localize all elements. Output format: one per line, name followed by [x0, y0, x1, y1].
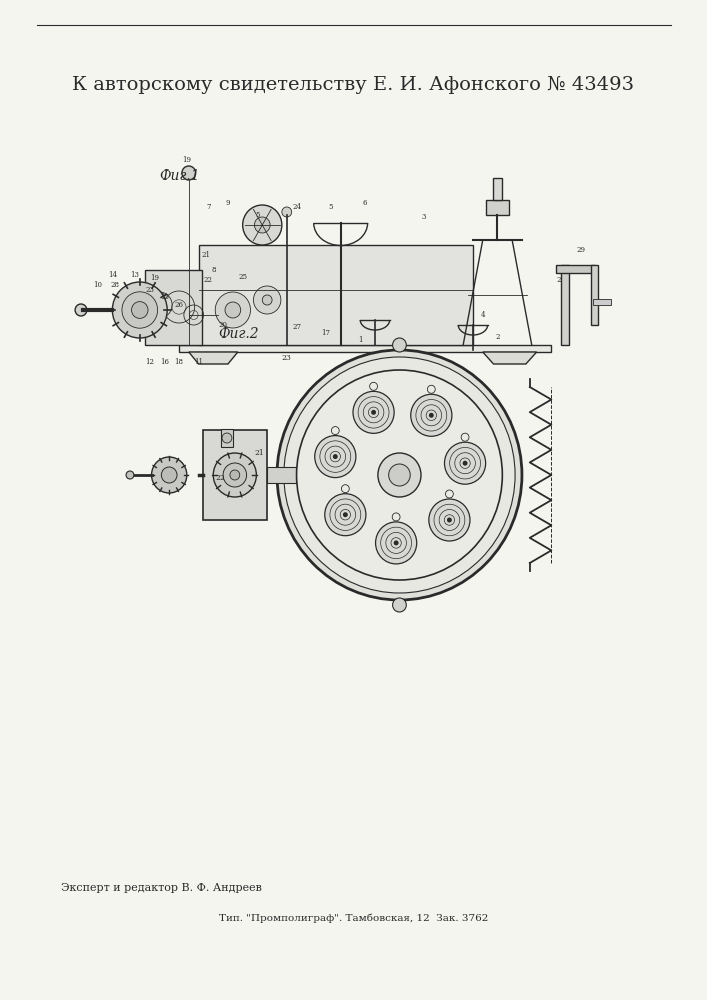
Circle shape	[230, 470, 240, 480]
Text: 22: 22	[204, 276, 213, 284]
Text: Фиг.2: Фиг.2	[218, 327, 259, 341]
Text: 14: 14	[108, 271, 117, 279]
Circle shape	[262, 295, 272, 305]
FancyBboxPatch shape	[179, 345, 551, 352]
Text: 20: 20	[218, 321, 228, 329]
Circle shape	[462, 461, 467, 466]
Circle shape	[325, 494, 366, 536]
Text: 5: 5	[329, 203, 333, 211]
Circle shape	[343, 512, 348, 517]
Circle shape	[375, 522, 416, 564]
Text: 28: 28	[111, 281, 119, 289]
Text: 23: 23	[145, 286, 154, 294]
Circle shape	[151, 457, 187, 493]
FancyBboxPatch shape	[486, 200, 509, 215]
Circle shape	[296, 370, 503, 580]
Polygon shape	[189, 352, 238, 364]
Circle shape	[182, 166, 196, 180]
Circle shape	[112, 282, 168, 338]
Circle shape	[429, 499, 470, 541]
Text: 5: 5	[255, 211, 259, 219]
Circle shape	[392, 598, 407, 612]
Text: 16: 16	[160, 358, 169, 366]
Circle shape	[445, 442, 486, 484]
Text: 23: 23	[282, 354, 292, 362]
Text: 24: 24	[292, 203, 301, 211]
Circle shape	[392, 338, 407, 352]
Text: 8: 8	[211, 266, 216, 274]
Text: 9: 9	[226, 199, 230, 207]
Circle shape	[132, 302, 148, 318]
Circle shape	[161, 467, 177, 483]
Circle shape	[225, 302, 240, 318]
Circle shape	[353, 391, 394, 433]
Polygon shape	[483, 352, 537, 364]
Circle shape	[255, 217, 270, 233]
FancyBboxPatch shape	[561, 265, 569, 345]
Circle shape	[243, 205, 282, 245]
Text: Эксперт и редактор В. Ф. Андреев: Эксперт и редактор В. Ф. Андреев	[62, 883, 262, 893]
Circle shape	[371, 410, 376, 415]
Text: Тип. "Промполиграф". Тамбовская, 12  Зак. 3762: Тип. "Промполиграф". Тамбовская, 12 Зак.…	[218, 913, 488, 923]
Circle shape	[223, 463, 247, 487]
Text: 17: 17	[322, 329, 330, 337]
Circle shape	[75, 304, 87, 316]
FancyBboxPatch shape	[593, 299, 611, 305]
Circle shape	[215, 292, 250, 328]
Text: 2: 2	[495, 333, 500, 341]
Text: 7: 7	[206, 203, 211, 211]
Circle shape	[429, 413, 434, 418]
Circle shape	[447, 517, 452, 522]
Circle shape	[253, 286, 281, 314]
Text: 21: 21	[202, 251, 211, 259]
FancyBboxPatch shape	[590, 265, 598, 325]
Text: 29: 29	[576, 246, 585, 254]
Text: 4: 4	[481, 311, 485, 319]
Text: 19: 19	[182, 156, 192, 164]
Circle shape	[282, 207, 292, 217]
Circle shape	[222, 433, 232, 443]
Circle shape	[394, 540, 399, 545]
FancyBboxPatch shape	[199, 245, 473, 345]
FancyBboxPatch shape	[145, 270, 201, 345]
Circle shape	[214, 453, 257, 497]
Text: 18: 18	[175, 358, 184, 366]
FancyBboxPatch shape	[204, 430, 267, 520]
Text: 22: 22	[215, 474, 225, 482]
Text: 26: 26	[175, 301, 184, 309]
Text: 27: 27	[292, 323, 301, 331]
Circle shape	[411, 394, 452, 436]
Text: 15: 15	[160, 293, 169, 301]
Text: 21: 21	[255, 449, 264, 457]
FancyBboxPatch shape	[267, 467, 380, 483]
Text: 19: 19	[150, 274, 159, 282]
Circle shape	[315, 436, 356, 478]
FancyBboxPatch shape	[221, 429, 233, 447]
Text: 2: 2	[557, 276, 561, 284]
Text: К авторскому свидетельству Е. И. Афонского № 43493: К авторскому свидетельству Е. И. Афонско…	[72, 76, 634, 94]
Circle shape	[378, 453, 421, 497]
Text: 6: 6	[363, 199, 368, 207]
Circle shape	[389, 464, 410, 486]
Text: 1: 1	[358, 336, 363, 344]
FancyBboxPatch shape	[493, 178, 503, 200]
Circle shape	[126, 471, 134, 479]
Text: 10: 10	[93, 281, 102, 289]
FancyBboxPatch shape	[556, 265, 595, 273]
Circle shape	[284, 357, 515, 593]
Text: 3: 3	[422, 213, 426, 221]
Text: Фиг.1: Фиг.1	[159, 169, 200, 183]
Text: 25: 25	[238, 273, 247, 281]
Circle shape	[122, 292, 158, 328]
Text: 13: 13	[130, 271, 139, 279]
Circle shape	[333, 454, 338, 459]
Text: 12: 12	[145, 358, 154, 366]
Circle shape	[277, 350, 522, 600]
Text: 11: 11	[194, 358, 203, 366]
